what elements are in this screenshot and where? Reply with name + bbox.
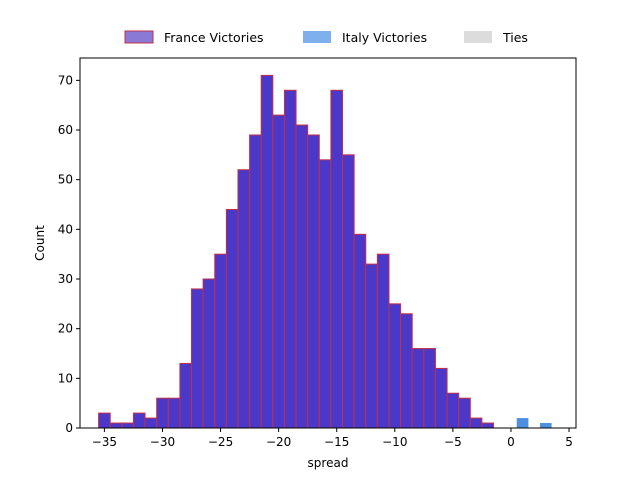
y-axis: 0 10 20 30 40 50 60 70 — [58, 73, 80, 435]
x-tick-label: −20 — [266, 435, 291, 449]
y-tick-label: 0 — [65, 421, 73, 435]
x-tick-label: −25 — [208, 435, 233, 449]
histogram-bar-s0-15 — [272, 114, 285, 429]
legend-label-france: France Victories — [164, 30, 264, 45]
legend-label-italy: Italy Victories — [342, 30, 427, 45]
x-tick-label: −10 — [382, 435, 407, 449]
plot-frame — [79, 57, 577, 429]
histogram-bar-s1-0 — [516, 418, 529, 428]
histogram-bar-s0-30 — [446, 392, 460, 429]
histogram-bar-s0-2 — [121, 422, 134, 429]
legend-label-ties: Ties — [502, 30, 528, 45]
x-axis-label: spread — [308, 456, 349, 470]
bars-layer — [98, 74, 552, 429]
histogram-bar-s0-28 — [423, 348, 436, 429]
histogram-bar-s0-7 — [179, 362, 193, 429]
histogram-bar-s0-19 — [318, 159, 332, 429]
histogram-bar-s0-1 — [109, 422, 123, 429]
x-tick-label: −5 — [444, 435, 462, 449]
y-tick-label: 40 — [58, 222, 73, 236]
x-tick-label: 0 — [507, 435, 515, 449]
histogram-bar-s0-20 — [330, 89, 344, 429]
x-tick-label: −35 — [92, 435, 117, 449]
histogram-bar-s0-12 — [237, 169, 251, 429]
histogram-bar-s0-5 — [156, 397, 169, 429]
histogram-bar-s0-22 — [353, 233, 367, 429]
histogram-bar-s0-14 — [260, 74, 274, 429]
histogram-bar-s0-17 — [295, 124, 309, 429]
y-axis-label: Count — [33, 225, 47, 261]
legend-swatch-ties — [464, 31, 492, 43]
histogram-bar-s0-33 — [481, 422, 495, 429]
histogram-bar-s1-1 — [539, 423, 552, 428]
x-tick-label: −30 — [150, 435, 175, 449]
histogram-bar-s0-6 — [167, 397, 181, 429]
histogram-bar-s0-21 — [342, 154, 355, 429]
histogram-bar-s0-25 — [388, 303, 402, 429]
y-tick-label: 10 — [58, 371, 73, 385]
legend-swatch-italy — [303, 31, 331, 43]
histogram-bar-s0-24 — [376, 253, 390, 429]
histogram-bar-s0-16 — [283, 89, 297, 429]
y-tick-label: 50 — [58, 173, 73, 187]
x-tick-label: 5 — [565, 435, 573, 449]
histogram-bar-s0-27 — [411, 348, 425, 429]
histogram-bar-s0-23 — [365, 263, 378, 429]
y-tick-label: 20 — [58, 322, 73, 336]
y-tick-label: 30 — [58, 272, 73, 286]
x-tick-label: −15 — [324, 435, 349, 449]
histogram-bar-s0-18 — [307, 134, 320, 429]
y-tick-label: 70 — [58, 73, 73, 87]
histogram-bar-s0-0 — [98, 412, 111, 429]
histogram-bar-s0-8 — [191, 288, 204, 429]
histogram-bar-s0-11 — [225, 208, 239, 429]
histogram-bar-s0-31 — [458, 397, 471, 429]
histogram-bar-s0-29 — [434, 367, 448, 429]
histogram-bar-s0-10 — [214, 253, 227, 429]
histogram-bar-s0-3 — [132, 412, 146, 429]
legend: France Victories Italy Victories Ties — [124, 30, 528, 45]
histogram-bar-s0-9 — [202, 278, 216, 429]
histogram-bar-s0-4 — [144, 417, 158, 429]
histogram-bar-s0-13 — [249, 134, 262, 429]
legend-swatch-france — [124, 30, 154, 44]
histogram-bar-s0-32 — [469, 417, 483, 429]
x-axis: −35 −30 −25 −20 −15 −10 −5 0 5 — [92, 428, 573, 449]
histogram-bar-s0-26 — [400, 313, 413, 429]
y-tick-label: 60 — [58, 123, 73, 137]
